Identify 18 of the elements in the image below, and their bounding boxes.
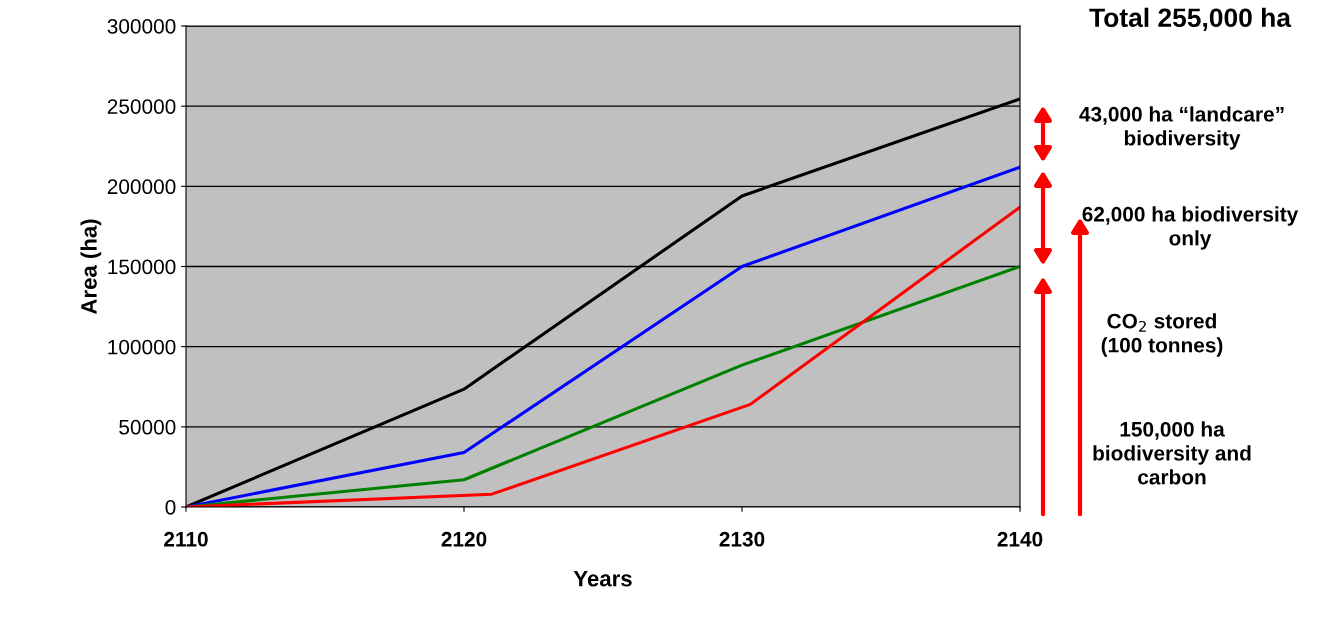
y-tick-label: 100000 (108, 339, 176, 355)
y-tick-label: 200000 (107, 179, 176, 195)
text: 62,000 ha biodiversity only (1082, 206, 1299, 250)
text: CO$_{2}$ stored (100 tonnes) (1101, 313, 1223, 357)
y-tick-label: 250000 (107, 99, 176, 114)
x-tick-label: 2140 (997, 531, 1043, 547)
y-tick-label: 300000 (107, 19, 176, 34)
x-axis-title: Years (573, 570, 632, 587)
y-tick-label: 50000 (119, 419, 176, 435)
y-axis-title: Area (ha) (80, 219, 102, 315)
text: Total 255,000 ha (1089, 7, 1292, 31)
y-tick-label: 0 (165, 500, 176, 515)
x-tick-label: 2110 (164, 531, 208, 547)
text: 43,000 ha “landcare” biodiversity (1079, 106, 1284, 150)
y-tick-label: 150000 (108, 259, 176, 275)
x-tick-label: 2130 (719, 531, 765, 547)
text: 150,000 ha biodiversity and carbon (1093, 421, 1251, 485)
x-tick-label: 2120 (441, 531, 487, 547)
